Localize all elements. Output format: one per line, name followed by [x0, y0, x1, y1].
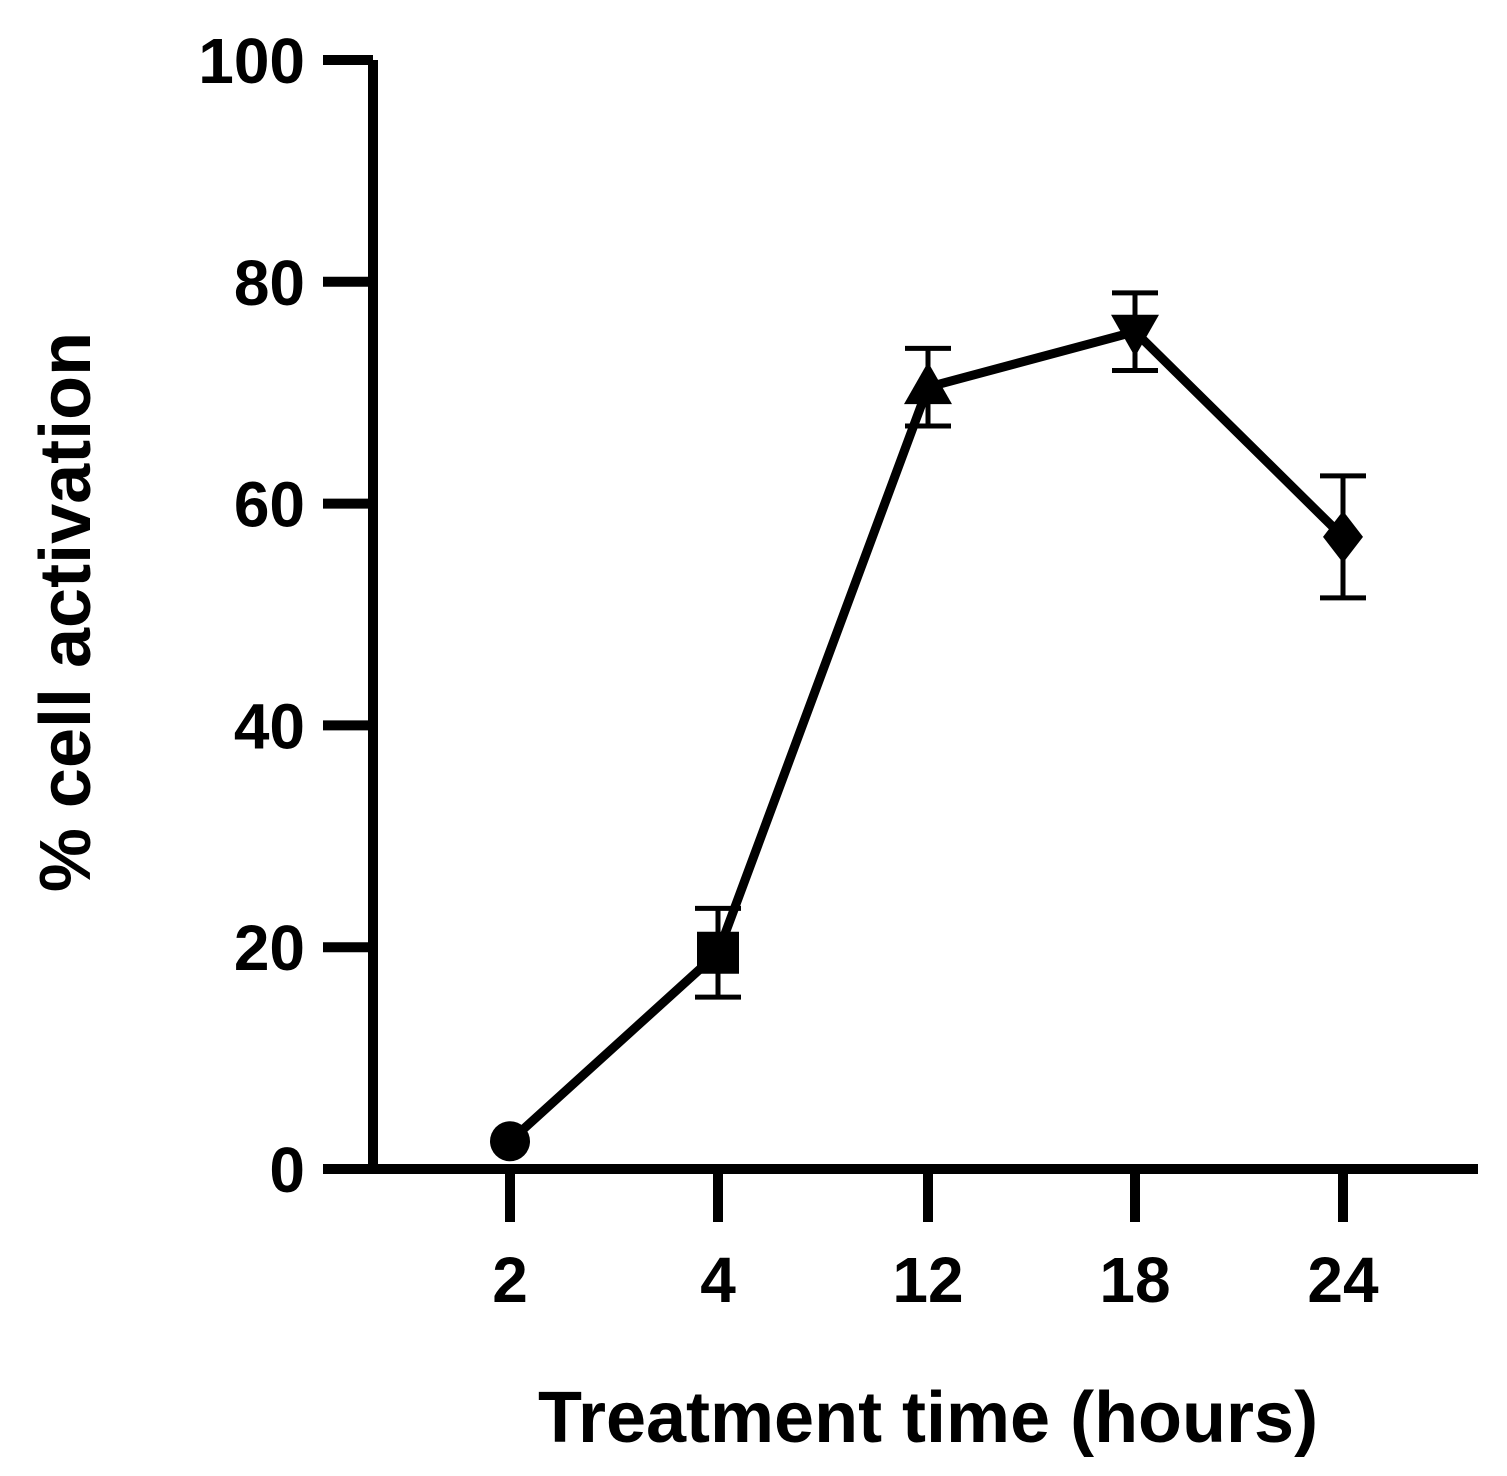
y-tick-label: 40 [234, 690, 305, 762]
x-tick-label: 18 [1099, 1244, 1170, 1316]
x-ticks: 2 4 12 18 24 [492, 1169, 1379, 1316]
data-point-square [697, 931, 739, 974]
x-tick-label: 4 [700, 1244, 736, 1316]
data-point-circle [490, 1121, 530, 1162]
data-markers [490, 314, 1363, 1162]
error-bars [695, 290, 1366, 1000]
y-tick-label: 100 [198, 25, 305, 97]
series-line [506, 327, 1347, 1145]
series-line-group [506, 327, 1347, 1145]
y-ticks: 0 20 40 60 80 100 [198, 25, 373, 1206]
data-point-triangle-up [904, 362, 952, 405]
y-axis-title: % cell activation [26, 332, 106, 892]
y-tick-label: 60 [234, 469, 305, 541]
y-tick-label: 80 [234, 247, 305, 319]
x-axis-title: Treatment time (hours) [538, 1378, 1318, 1458]
x-tick-label: 12 [892, 1244, 963, 1316]
data-point-triangle-down [1111, 314, 1159, 357]
data-point-diamond [1323, 510, 1363, 563]
y-tick-label: 0 [269, 1134, 305, 1206]
y-tick-label: 20 [234, 912, 305, 984]
x-tick-label: 24 [1307, 1244, 1379, 1316]
axes [368, 60, 1478, 1174]
x-tick-label: 2 [492, 1244, 528, 1316]
